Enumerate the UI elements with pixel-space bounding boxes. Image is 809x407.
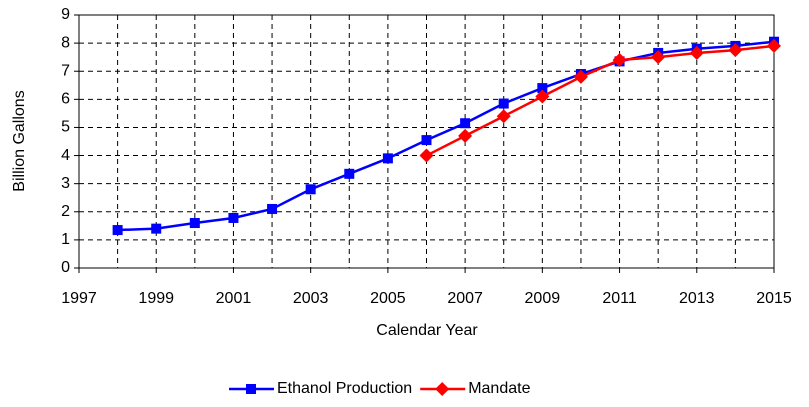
y-tick-label: 8 bbox=[61, 34, 70, 51]
y-tick-label: 6 bbox=[61, 91, 70, 108]
legend-marker bbox=[246, 384, 256, 394]
x-tick-label: 2009 bbox=[525, 290, 561, 307]
x-tick-label: 1999 bbox=[138, 290, 174, 307]
data-point bbox=[421, 135, 432, 146]
data-point bbox=[535, 89, 550, 104]
data-point bbox=[651, 50, 666, 65]
data-point bbox=[612, 52, 627, 67]
x-tick-label: 2001 bbox=[216, 290, 252, 307]
data-point bbox=[460, 118, 471, 129]
x-tick-label: 2003 bbox=[293, 290, 329, 307]
plot-frame bbox=[78, 14, 775, 269]
x-tick-label: 2011 bbox=[602, 290, 637, 307]
y-tick-label: 2 bbox=[61, 203, 70, 220]
data-point bbox=[228, 212, 239, 223]
y-tick-label: 0 bbox=[61, 259, 70, 276]
legend-marker bbox=[435, 382, 450, 396]
y-tick-label: 5 bbox=[61, 119, 70, 136]
legend-label: Ethanol Production bbox=[277, 380, 412, 397]
data-point bbox=[112, 225, 123, 236]
legend-label: Mandate bbox=[468, 380, 530, 397]
data-point bbox=[344, 168, 355, 179]
series-line bbox=[425, 44, 775, 157]
x-tick-label: 1997 bbox=[61, 290, 97, 307]
data-point bbox=[767, 38, 781, 53]
data-point bbox=[189, 218, 200, 229]
data-point bbox=[151, 223, 162, 234]
y-tick-label: 4 bbox=[61, 147, 70, 164]
x-axis-label: Calendar Year bbox=[376, 322, 478, 339]
x-tick-label: 2005 bbox=[370, 290, 406, 307]
data-point bbox=[689, 45, 704, 60]
data-point bbox=[573, 69, 588, 84]
y-axis-label: Billion Gallons bbox=[11, 90, 28, 191]
data-point bbox=[537, 83, 548, 94]
data-point bbox=[267, 203, 278, 214]
y-tick-label: 7 bbox=[61, 62, 70, 79]
x-tick-label: 2013 bbox=[679, 290, 715, 307]
data-point bbox=[382, 153, 393, 164]
data-point bbox=[458, 128, 473, 143]
x-tick-label: 2015 bbox=[756, 290, 792, 307]
y-tick-label: 3 bbox=[61, 175, 70, 192]
data-point bbox=[305, 184, 316, 195]
series-line bbox=[117, 40, 775, 232]
y-tick-label: 9 bbox=[61, 6, 70, 23]
data-point bbox=[498, 98, 509, 109]
data-point bbox=[496, 109, 511, 124]
data-point bbox=[728, 43, 743, 58]
data-point bbox=[419, 148, 434, 163]
y-tick-label: 1 bbox=[61, 231, 70, 248]
x-tick-label: 2007 bbox=[447, 290, 483, 307]
